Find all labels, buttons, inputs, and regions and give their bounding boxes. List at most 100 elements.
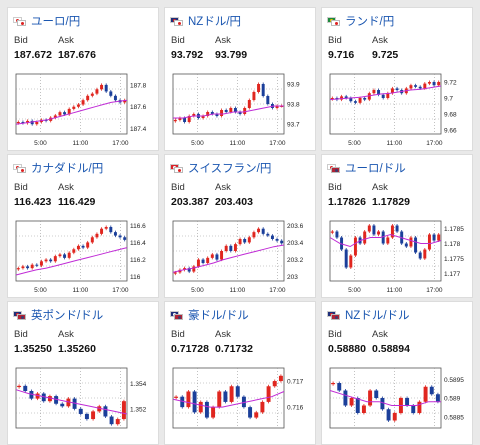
rate-card[interactable]: ユーロ/ドル Bid Ask 1.17826 1.17829 1.1785 1.1… (321, 154, 473, 298)
candle (243, 239, 247, 243)
rate-chart[interactable]: 116.6 116.4 116.2 116 5:00 11:00 17:00 (13, 217, 153, 295)
rate-chart[interactable]: 0.717 0.716 (170, 364, 310, 442)
candle (330, 231, 334, 233)
candle (109, 227, 113, 233)
candle (210, 112, 214, 114)
candle (192, 114, 196, 116)
bid-label: Bid (328, 35, 342, 46)
currency-pair-link[interactable]: ユーロ/ドル (345, 163, 406, 175)
candle (423, 386, 428, 402)
candle (349, 398, 354, 406)
currency-pair-link[interactable]: 豪ドル/ドル (188, 310, 249, 322)
rate-card[interactable]: スイスフラン/円 Bid Ask 203.387 203.403 203.6 20… (164, 154, 316, 298)
moving-average-line (329, 390, 441, 406)
rate-chart[interactable]: 1.1785 1.178 1.1775 1.177 5:00 11:00 17:00 (327, 217, 467, 295)
candle (417, 401, 422, 413)
currency-pair-link[interactable]: NZドル/ドル (345, 310, 410, 322)
candle (404, 243, 408, 247)
candle (343, 390, 348, 406)
candle (210, 254, 214, 258)
candle (76, 104, 80, 107)
quote-flag-icon (174, 313, 183, 320)
candle (386, 237, 390, 244)
currency-pair-link[interactable]: NZドル/円 (188, 16, 242, 28)
rate-card[interactable]: NZドル/ドル Bid Ask 0.58880 0.58894 0.5895 0.… (321, 301, 473, 445)
candle (29, 390, 34, 399)
bid-value: 9.716 (328, 49, 355, 61)
candle (49, 259, 53, 262)
y-tick-label: 187.8 (130, 82, 147, 89)
y-tick-label: 0.716 (287, 405, 304, 412)
candle (423, 83, 427, 89)
candle (363, 98, 367, 100)
candle (395, 88, 399, 90)
candle (81, 100, 85, 105)
rate-card[interactable]: 豪ドル/ドル Bid Ask 0.71728 0.71732 0.717 0.71… (164, 301, 316, 445)
currency-pair-link[interactable]: 英ポンド/ドル (31, 310, 104, 322)
bid-label: Bid (328, 329, 342, 340)
rate-chart[interactable]: 187.8 187.6 187.4 5:00 11:00 17:00 (13, 70, 153, 148)
bid-value: 1.17826 (328, 196, 366, 208)
candle (363, 231, 367, 244)
currency-pair-link[interactable]: カナダドル/円 (31, 163, 104, 175)
candle (41, 393, 46, 402)
ask-label: Ask (372, 329, 388, 340)
plot-frame (329, 73, 442, 135)
quote-flag-icon (174, 166, 183, 173)
candlestick-chart: 187.8 187.6 187.4 5:00 11:00 17:00 (15, 73, 147, 147)
currency-flags-icon (327, 163, 340, 173)
candle (374, 390, 379, 398)
candle (372, 225, 376, 235)
currency-flags-icon (170, 16, 183, 26)
rate-chart[interactable]: 1.354 1.352 (13, 364, 153, 442)
x-tick-label: 5:00 (348, 140, 361, 147)
bid-label: Bid (14, 182, 28, 193)
candle (104, 84, 108, 92)
currency-pair-link[interactable]: スイスフラン/円 (188, 163, 272, 175)
candle (247, 100, 251, 108)
flag-mark-icon (21, 315, 24, 319)
rate-chart[interactable]: 93.9 93.8 93.7 5:00 11:00 17:00 (170, 70, 310, 148)
candle (86, 95, 90, 101)
candle (252, 232, 256, 238)
candle (409, 237, 413, 247)
currency-flags-icon (327, 16, 340, 26)
candle (243, 108, 247, 114)
candle (257, 228, 261, 233)
candle (100, 228, 104, 234)
currency-pair-link[interactable]: ランド/円 (345, 16, 395, 28)
candle (386, 409, 391, 421)
candlestick-chart: 1.1785 1.178 1.1775 1.177 5:00 11:00 17:00 (329, 220, 464, 294)
plot-frame (172, 220, 285, 282)
bid-label: Bid (328, 182, 342, 193)
candlestick-chart: 116.6 116.4 116.2 116 5:00 11:00 17:00 (15, 220, 146, 294)
rate-card[interactable]: ユーロ/円 Bid Ask 187.672 187.676 187.8 187.6… (7, 7, 159, 151)
flag-mark-icon (335, 168, 338, 172)
currency-pair-link[interactable]: ユーロ/円 (31, 16, 81, 28)
currency-flags-icon (170, 310, 183, 320)
rate-chart[interactable]: 0.5895 0.589 0.5885 (327, 364, 467, 442)
rate-card-header: カナダドル/円 (13, 160, 103, 176)
x-tick-label: 11:00 (72, 287, 88, 294)
x-tick-label: 17:00 (269, 140, 286, 147)
rate-card[interactable]: カナダドル/円 Bid Ask 116.423 116.429 116.6 116… (7, 154, 159, 298)
y-tick-label: 0.717 (287, 379, 304, 386)
rate-card[interactable]: ランド/円 Bid Ask 9.716 9.725 9.72 9.7 9.68 9.6… (321, 7, 473, 151)
candle (90, 93, 94, 96)
rate-chart[interactable]: 9.72 9.7 9.68 9.66 5:00 11:00 17:00 (327, 70, 467, 148)
rate-card[interactable]: NZドル/円 Bid Ask 93.792 93.799 93.9 93.8 93.… (164, 7, 316, 151)
bid-value: 93.792 (171, 49, 204, 61)
flag-mark-icon (178, 315, 181, 319)
candle (377, 90, 381, 95)
candle (16, 122, 20, 124)
candle (72, 398, 77, 409)
candle (344, 96, 348, 98)
candle (280, 240, 284, 244)
candle (91, 411, 96, 420)
candle (381, 94, 385, 98)
rate-chart[interactable]: 203.6 203.4 203.2 203 5:00 11:00 17:00 (170, 217, 310, 295)
candle (16, 268, 20, 270)
candle (95, 89, 99, 94)
candle (109, 91, 113, 96)
rate-card[interactable]: 英ポンド/ドル Bid Ask 1.35250 1.35260 1.354 1.3… (7, 301, 159, 445)
